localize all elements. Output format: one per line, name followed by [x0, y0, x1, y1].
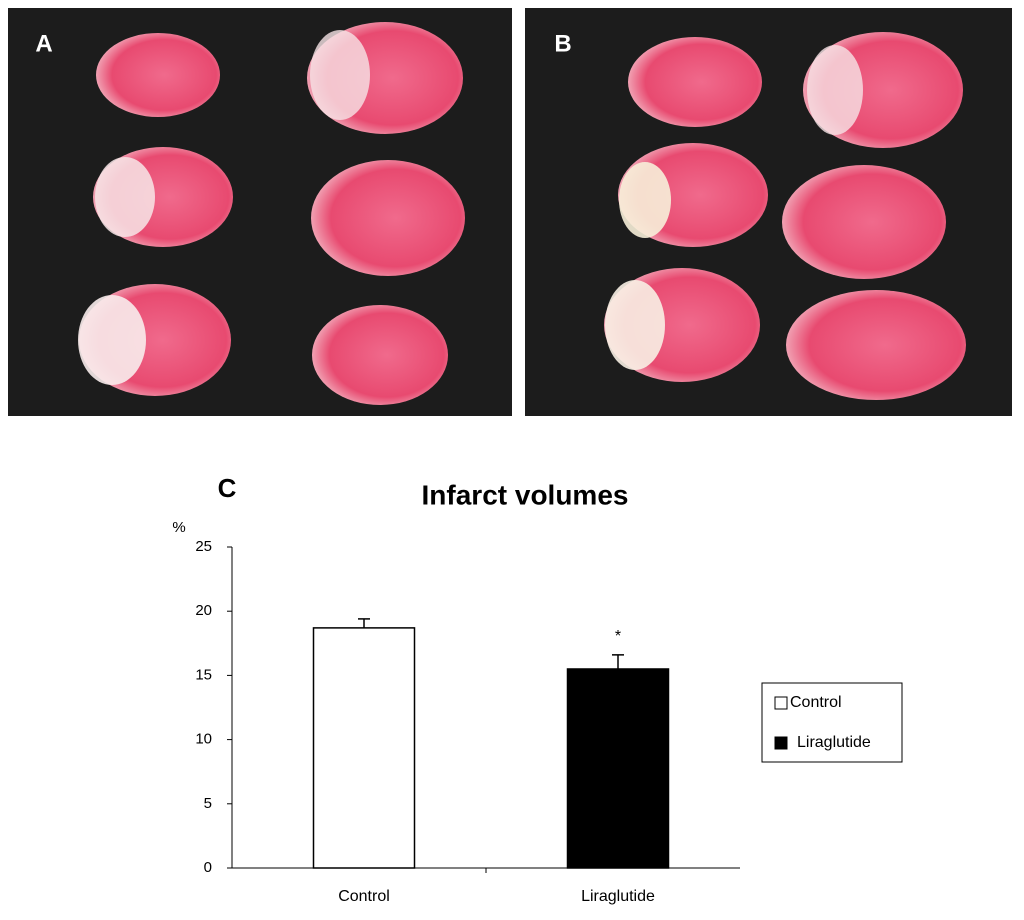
chart-title: Infarct volumes [422, 479, 629, 510]
panel-label: B [554, 30, 571, 57]
y-axis-label: % [172, 519, 185, 536]
photo-b: B [525, 8, 1012, 416]
y-tick-label: 20 [195, 602, 212, 619]
legend-label: Control [790, 694, 842, 711]
y-tick-label: 5 [204, 795, 212, 812]
panel-label: C [218, 473, 237, 503]
panel-label: A [35, 30, 52, 57]
y-tick-label: 10 [195, 731, 212, 748]
legend-label: Liraglutide [797, 734, 871, 751]
bar [312, 627, 416, 869]
x-tick-label: Liraglutide [581, 888, 655, 905]
y-tick-label: 25 [195, 538, 212, 555]
y-tick-label: 15 [195, 666, 212, 683]
y-tick-label: 0 [204, 859, 212, 876]
significance-mark: * [615, 628, 621, 645]
x-tick-label: Control [338, 888, 390, 905]
legend-swatch [774, 696, 788, 710]
photo-a: A [8, 8, 512, 416]
bar [566, 668, 670, 869]
legend-swatch [774, 736, 788, 750]
